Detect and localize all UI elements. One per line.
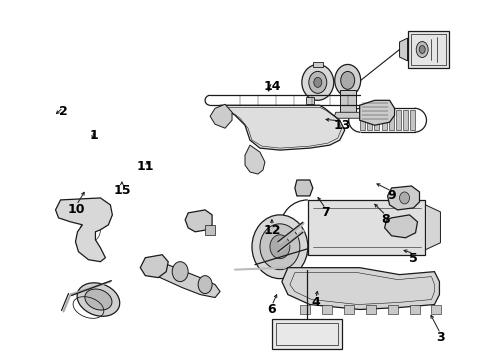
- Text: 1: 1: [89, 129, 98, 142]
- Polygon shape: [360, 100, 394, 125]
- Ellipse shape: [335, 64, 361, 96]
- Text: 6: 6: [268, 303, 276, 316]
- Polygon shape: [360, 110, 365, 130]
- Text: 14: 14: [263, 80, 281, 93]
- Polygon shape: [343, 305, 354, 315]
- Polygon shape: [306, 97, 314, 104]
- Ellipse shape: [399, 192, 410, 204]
- Polygon shape: [368, 110, 372, 130]
- Polygon shape: [140, 255, 168, 278]
- Text: 7: 7: [321, 207, 330, 220]
- Ellipse shape: [270, 235, 290, 259]
- Polygon shape: [295, 180, 313, 196]
- Polygon shape: [334, 112, 362, 118]
- Polygon shape: [374, 110, 379, 130]
- Bar: [276, 323, 338, 345]
- Polygon shape: [366, 305, 376, 315]
- Text: 8: 8: [381, 213, 390, 226]
- Text: 15: 15: [113, 184, 131, 197]
- Polygon shape: [205, 225, 215, 235]
- Polygon shape: [300, 305, 310, 315]
- Text: 3: 3: [436, 331, 445, 344]
- Text: 5: 5: [409, 252, 418, 265]
- Text: 10: 10: [68, 203, 85, 216]
- Ellipse shape: [252, 215, 308, 279]
- Polygon shape: [425, 205, 441, 250]
- Polygon shape: [340, 90, 356, 115]
- Polygon shape: [245, 145, 265, 174]
- Polygon shape: [403, 110, 408, 130]
- Polygon shape: [399, 38, 408, 61]
- Polygon shape: [385, 215, 417, 238]
- Polygon shape: [185, 210, 212, 232]
- Text: 13: 13: [334, 119, 351, 132]
- Text: 9: 9: [387, 189, 396, 202]
- Ellipse shape: [172, 262, 188, 282]
- Text: 2: 2: [59, 105, 68, 118]
- Ellipse shape: [416, 41, 428, 58]
- Bar: [308, 200, 425, 255]
- Polygon shape: [55, 198, 112, 262]
- Polygon shape: [396, 110, 401, 130]
- Text: 4: 4: [312, 296, 320, 309]
- Ellipse shape: [198, 276, 212, 293]
- Ellipse shape: [314, 77, 322, 87]
- Polygon shape: [210, 104, 232, 128]
- Polygon shape: [410, 305, 419, 315]
- Bar: [272, 319, 342, 349]
- Polygon shape: [432, 305, 441, 315]
- Ellipse shape: [260, 224, 300, 270]
- Ellipse shape: [341, 71, 355, 89]
- Polygon shape: [382, 110, 387, 130]
- Polygon shape: [389, 110, 393, 130]
- Polygon shape: [388, 186, 419, 210]
- Ellipse shape: [419, 45, 425, 54]
- Text: 11: 11: [136, 160, 153, 173]
- Polygon shape: [220, 105, 345, 150]
- Ellipse shape: [77, 283, 120, 316]
- Polygon shape: [410, 110, 415, 130]
- Polygon shape: [388, 305, 397, 315]
- Text: 12: 12: [263, 224, 281, 237]
- Polygon shape: [148, 260, 220, 298]
- Ellipse shape: [309, 71, 327, 93]
- Polygon shape: [313, 62, 323, 67]
- Ellipse shape: [302, 64, 334, 100]
- Ellipse shape: [85, 289, 112, 310]
- Polygon shape: [322, 305, 332, 315]
- Polygon shape: [408, 31, 449, 68]
- Polygon shape: [282, 268, 440, 310]
